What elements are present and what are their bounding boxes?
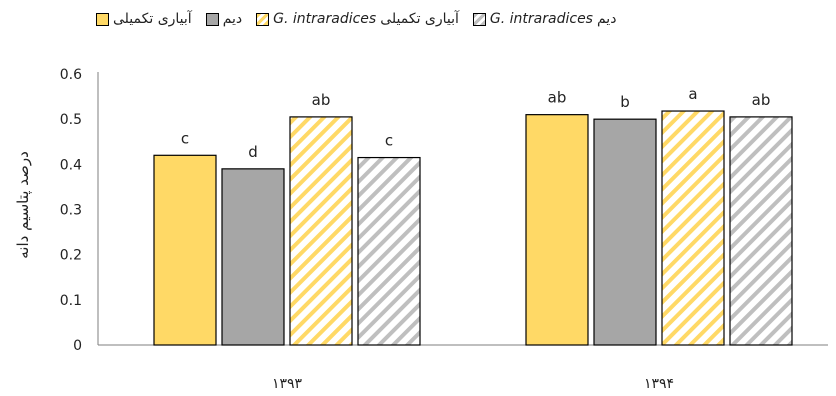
- bar: [357, 156, 421, 346]
- legend-swatch: [472, 12, 486, 26]
- legend-swatch: [205, 12, 219, 26]
- bar: [221, 168, 285, 346]
- legend-item: آبیاری تکمیلی: [96, 11, 192, 27]
- legend-item: G. intraradices آبیاری تکمیلی: [256, 11, 459, 27]
- y-tick-label: 0.5: [60, 112, 82, 128]
- legend-item: دیم: [205, 11, 243, 27]
- data-label: c: [385, 132, 393, 150]
- legend-label: آبیاری تکمیلی: [113, 11, 192, 27]
- x-category-label: ۱۳۹۴: [644, 376, 674, 392]
- x-category-label: ۱۳۹۳: [272, 376, 303, 392]
- y-axis-title: درصد پتاسیم دانه: [14, 151, 33, 258]
- bar: [153, 154, 217, 346]
- data-label: b: [620, 93, 630, 111]
- legend-label: دیم: [596, 11, 617, 27]
- y-tick-label: 0.3: [60, 203, 82, 219]
- bar: [289, 116, 353, 346]
- bar: [661, 110, 725, 346]
- y-tick-label: 0.4: [60, 157, 82, 173]
- plot-area: 0 0.1 0.2 0.3 0.4 0.5 0.6 c d ab c ۱۳۹۳ ab b a ab ۱۳۹۴: [60, 67, 828, 392]
- legend-label: آبیاری تکمیلی: [380, 11, 459, 27]
- y-tick-label: 0.1: [60, 293, 82, 309]
- y-tick-label: 0.2: [60, 248, 82, 264]
- legend-label: دیم: [222, 11, 243, 27]
- chart-legend: آبیاری تکمیلی دیم G. intraradices آبیاری تک…: [96, 8, 826, 30]
- data-label: ab: [312, 91, 331, 109]
- y-tick-label: 0.6: [60, 67, 82, 83]
- bar: [729, 116, 793, 346]
- bar: [593, 118, 657, 346]
- data-label: ab: [752, 91, 771, 109]
- data-label: ab: [548, 89, 567, 107]
- data-label: a: [688, 85, 697, 103]
- legend-label: G. intraradices: [489, 11, 593, 27]
- legend-item: G. intraradices دیم: [472, 11, 617, 27]
- legend-swatch: [96, 12, 109, 26]
- legend-label: G. intraradices: [273, 11, 377, 27]
- data-label: d: [248, 143, 258, 161]
- data-label: c: [181, 129, 189, 147]
- bar: [525, 114, 589, 346]
- y-tick-label: 0: [73, 338, 82, 354]
- legend-swatch: [256, 12, 270, 26]
